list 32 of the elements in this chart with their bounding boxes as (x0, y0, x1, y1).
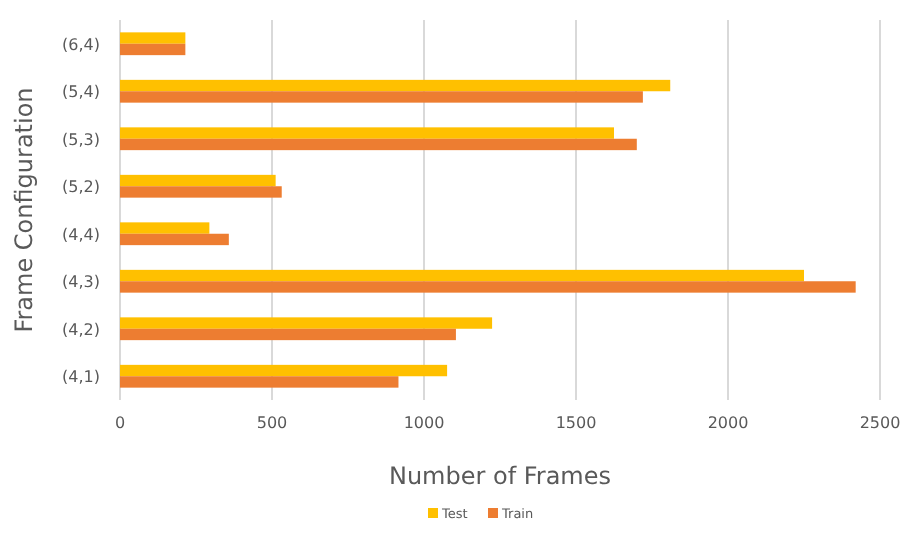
bar (120, 32, 186, 44)
bar (120, 43, 186, 56)
y-tick-label: (5,4) (62, 83, 100, 102)
y-tick-label: (4,1) (62, 368, 100, 387)
x-tick-label: 1000 (403, 414, 445, 432)
x-axis-title: Number of Frames (388, 462, 612, 490)
x-tick-label: 0 (114, 414, 126, 432)
bar (120, 79, 671, 92)
x-tick-label: 2000 (707, 414, 749, 432)
bar (120, 138, 637, 151)
bar (120, 364, 448, 377)
bar (120, 233, 229, 246)
y-tick-label: (4,4) (62, 225, 100, 244)
bar (120, 328, 456, 341)
bar (120, 127, 614, 139)
y-tick-label: (6,4) (62, 35, 100, 54)
bar (120, 91, 643, 103)
y-tick-label: (4,2) (62, 320, 100, 339)
x-tick-label: 2500 (859, 414, 901, 432)
bar (120, 317, 493, 329)
x-tick-label: 1500 (555, 414, 597, 432)
y-tick-label: (5,2) (62, 178, 100, 197)
y-axis-title: Frame Configuration (10, 87, 38, 333)
bar (120, 186, 282, 198)
bar (120, 174, 276, 187)
y-tick-label: (4,3) (62, 273, 100, 292)
bar (120, 222, 210, 234)
y-tick-label: (5,3) (62, 130, 100, 149)
bar (120, 376, 399, 388)
bar (120, 281, 856, 293)
bar (120, 269, 804, 282)
x-tick-label: 500 (256, 414, 288, 432)
